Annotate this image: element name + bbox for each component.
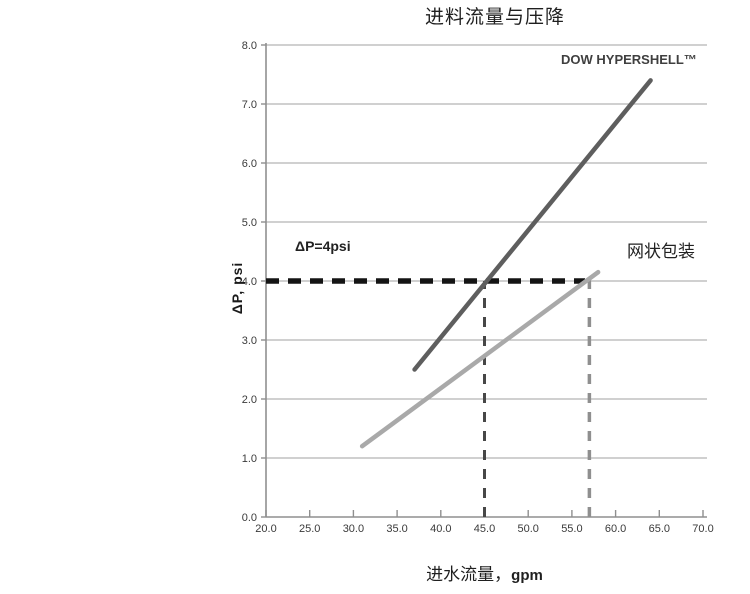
x-tick-label: 65.0 (649, 523, 670, 535)
y-tick-label: 2.0 (242, 394, 257, 406)
x-tick-label: 70.0 (692, 523, 713, 535)
x-axis-title-unit: gpm (511, 567, 543, 584)
y-axis-title: ΔP, psi (229, 261, 245, 315)
y-tick-label: 1.0 (242, 453, 257, 465)
series-line-mesh (359, 269, 601, 449)
data-series (359, 78, 653, 449)
series-label-hypershell: DOW HYPERSHELL™ (561, 52, 697, 67)
x-tick-label: 35.0 (386, 523, 407, 535)
x-tick-label: 45.0 (474, 523, 495, 535)
dp-4psi-annotation: ΔP=4psi (295, 238, 351, 254)
y-tick-label: 7.0 (242, 99, 257, 111)
x-tick-label: 60.0 (605, 523, 626, 535)
y-tick-label: 5.0 (242, 217, 257, 229)
series-label-mesh: 网状包装 (627, 242, 695, 261)
x-axis-title-text: 进水流量， (426, 565, 512, 584)
x-tick-labels: 20.0 25.0 30.0 35.0 40.0 45.0 50.0 55.0 60.0 65.0… (255, 523, 713, 535)
y-tick-label: 0.0 (242, 512, 257, 524)
y-tick-label: 6.0 (242, 158, 257, 170)
y-tick-label: 3.0 (242, 335, 257, 347)
chart-title: 进料流量与压降 (424, 7, 565, 28)
x-tick-label: 30.0 (343, 523, 364, 535)
y-tick-label: 4.0 (242, 276, 257, 288)
x-tick-label: 50.0 (517, 523, 538, 535)
x-tick-label: 40.0 (430, 523, 451, 535)
reference-lines (266, 275, 592, 517)
y-tick-labels: 0.0 1.0 2.0 3.0 4.0 5.0 6.0 7.0 8.0 (242, 40, 257, 524)
y-tick-label: 8.0 (242, 40, 257, 52)
series-line-hypershell (412, 78, 653, 372)
x-axis-title: 进水流量，gpm (266, 560, 703, 585)
x-tick-label: 55.0 (561, 523, 582, 535)
x-tick-label: 25.0 (299, 523, 320, 535)
x-tick-label: 20.0 (255, 523, 276, 535)
